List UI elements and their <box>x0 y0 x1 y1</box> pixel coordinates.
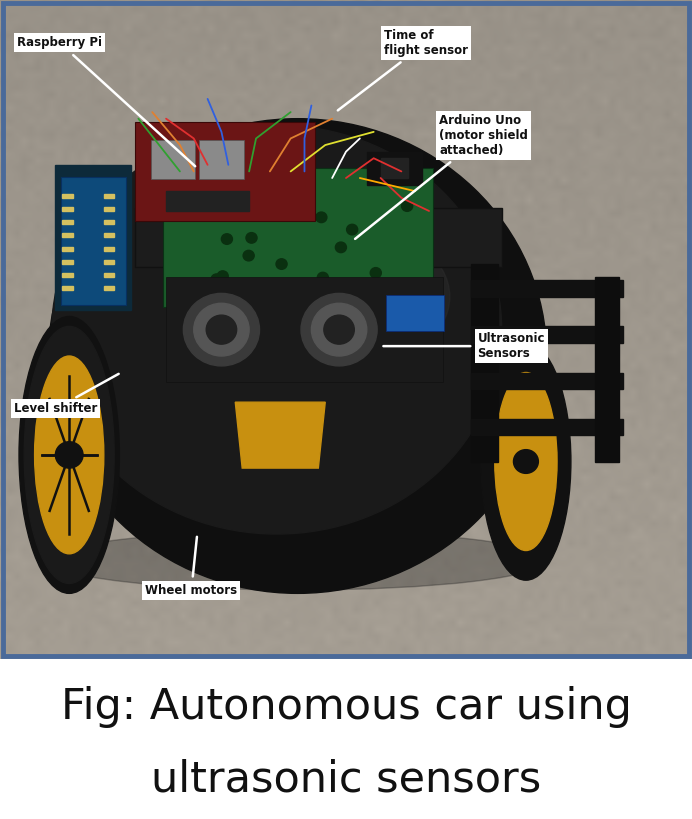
Ellipse shape <box>495 373 557 550</box>
Circle shape <box>243 251 254 261</box>
Circle shape <box>347 224 358 235</box>
Circle shape <box>183 293 260 366</box>
Bar <box>104 273 114 277</box>
Circle shape <box>316 212 327 223</box>
Circle shape <box>246 233 257 243</box>
Circle shape <box>313 286 325 296</box>
Circle shape <box>324 315 354 344</box>
FancyBboxPatch shape <box>166 277 443 382</box>
FancyBboxPatch shape <box>199 140 244 179</box>
Circle shape <box>206 315 237 344</box>
Circle shape <box>179 183 190 193</box>
Ellipse shape <box>52 125 502 534</box>
Circle shape <box>318 276 329 287</box>
FancyBboxPatch shape <box>151 140 195 179</box>
Bar <box>55 165 131 310</box>
Text: Wheel motors: Wheel motors <box>145 536 237 596</box>
Circle shape <box>301 293 377 366</box>
Bar <box>104 286 114 290</box>
Circle shape <box>282 203 293 214</box>
Bar <box>62 233 73 238</box>
Circle shape <box>262 185 273 196</box>
Circle shape <box>401 201 412 211</box>
FancyBboxPatch shape <box>135 208 502 267</box>
Text: Time of
flight sensor: Time of flight sensor <box>338 29 468 111</box>
Bar <box>62 194 73 198</box>
Bar <box>104 260 114 264</box>
Ellipse shape <box>481 343 571 580</box>
Circle shape <box>246 280 257 291</box>
Circle shape <box>370 268 381 278</box>
Circle shape <box>513 450 538 473</box>
Text: ultrasonic sensors: ultrasonic sensors <box>151 758 541 800</box>
Ellipse shape <box>19 316 119 593</box>
Circle shape <box>311 303 367 356</box>
Circle shape <box>55 441 83 468</box>
Circle shape <box>190 185 201 196</box>
Bar <box>471 264 498 462</box>
Bar <box>62 273 73 277</box>
Bar <box>381 158 408 178</box>
Bar <box>471 326 623 343</box>
Circle shape <box>318 272 329 283</box>
Bar <box>595 277 619 462</box>
Text: Arduino Uno
(motor shield
attached): Arduino Uno (motor shield attached) <box>355 114 528 239</box>
Circle shape <box>221 233 233 244</box>
Text: Ultrasonic
Sensors: Ultrasonic Sensors <box>383 333 545 360</box>
Bar <box>104 194 114 198</box>
Bar <box>471 280 623 296</box>
FancyBboxPatch shape <box>61 177 126 305</box>
Text: Fig: Autonomous car using: Fig: Autonomous car using <box>61 686 631 728</box>
Bar <box>62 207 73 211</box>
Ellipse shape <box>48 119 547 593</box>
Circle shape <box>188 194 199 205</box>
Ellipse shape <box>242 224 450 369</box>
Circle shape <box>217 271 228 282</box>
Circle shape <box>194 303 249 356</box>
Ellipse shape <box>24 326 114 583</box>
Ellipse shape <box>35 356 104 554</box>
FancyBboxPatch shape <box>135 122 315 221</box>
Text: Raspberry Pi: Raspberry Pi <box>17 36 195 166</box>
Bar <box>471 419 623 435</box>
Circle shape <box>211 274 222 284</box>
Bar <box>62 247 73 251</box>
Bar <box>104 220 114 224</box>
FancyBboxPatch shape <box>163 168 432 306</box>
Bar <box>62 220 73 224</box>
Polygon shape <box>235 402 325 468</box>
Circle shape <box>336 242 347 252</box>
Bar <box>471 373 623 389</box>
Bar <box>367 152 422 184</box>
Bar <box>166 191 249 211</box>
Bar <box>62 286 73 290</box>
Text: Level shifter: Level shifter <box>14 373 118 415</box>
FancyBboxPatch shape <box>386 296 444 331</box>
Ellipse shape <box>48 531 547 590</box>
Circle shape <box>276 259 287 269</box>
Bar <box>104 207 114 211</box>
Bar <box>104 247 114 251</box>
Bar <box>104 233 114 238</box>
Bar <box>62 260 73 264</box>
